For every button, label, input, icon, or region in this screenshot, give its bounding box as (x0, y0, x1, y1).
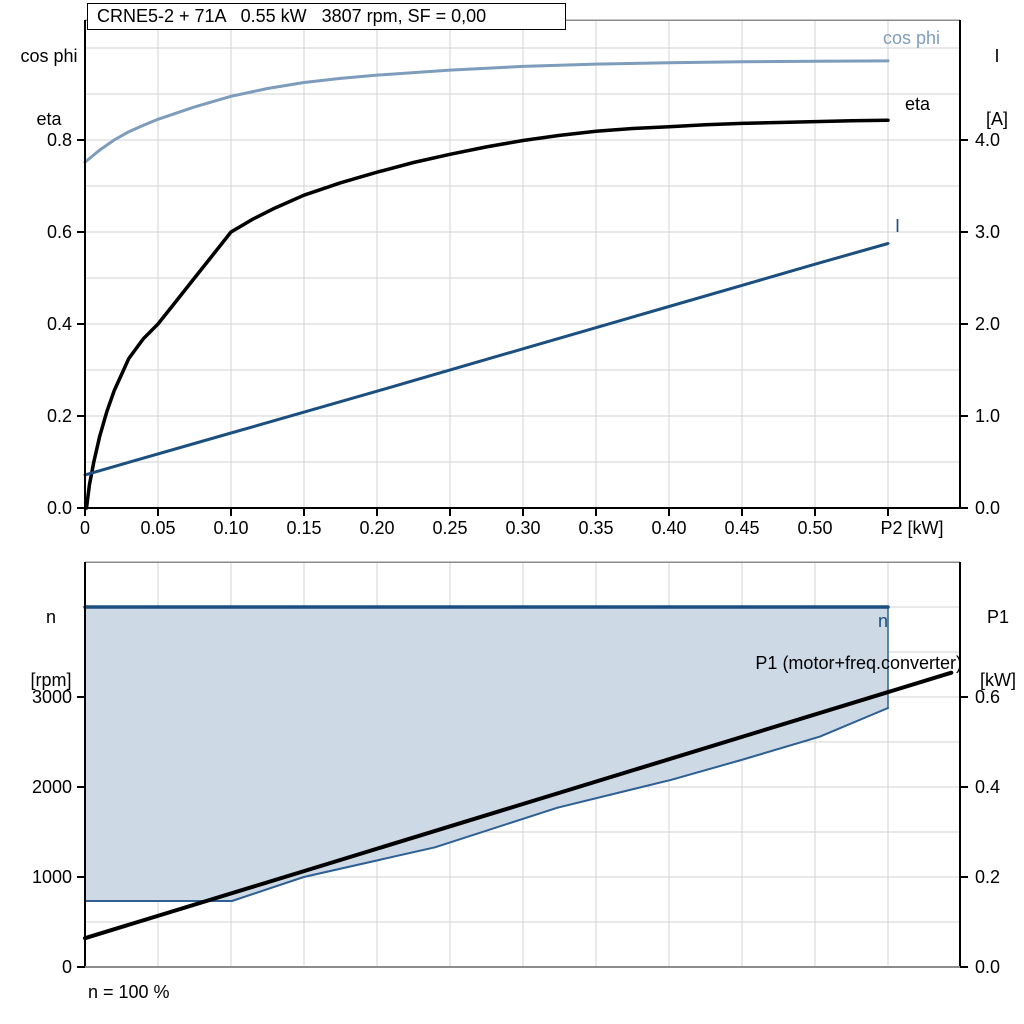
x-tick-label: 0.40 (651, 518, 686, 538)
x-axis-title: P2 [kW] (880, 518, 944, 538)
x-tick-label: 0.45 (724, 518, 759, 538)
x-tick-label: 0.50 (797, 518, 832, 538)
left-tick-label: 1000 (32, 867, 72, 887)
right-tick-label: 0.0 (975, 498, 1000, 518)
axis-title-p1-unit: [kW] (980, 670, 1016, 690)
x-tick-label: 0.05 (140, 518, 175, 538)
axis-title-n: n (45, 607, 56, 627)
axis-title-n-unit: [rpm] (30, 670, 72, 690)
x-tick-label: 0.15 (286, 518, 321, 538)
axis-title-current-unit: [A] (985, 109, 1008, 129)
x-tick-label: 0 (80, 518, 90, 538)
n-curve-label: n (877, 611, 888, 631)
right-tick-label: 0.2 (975, 867, 1000, 887)
axis-title-p1: P1 (986, 607, 1010, 627)
left-tick-label: 0.6 (47, 222, 72, 242)
upper-left-axis-title: cos phi eta (10, 4, 88, 172)
axis-title-current: I (994, 46, 1000, 66)
left-tick-label: 0.0 (47, 498, 72, 518)
lower-right-axis-title: P1 [kW] (975, 565, 1021, 733)
x-tick-label: 0.20 (359, 518, 394, 538)
eta-curve-label: eta (904, 94, 930, 114)
current-curve (83, 242, 890, 477)
p1-curve-label: P1 (motor+freq.converter) (755, 653, 962, 673)
chart-title: CRNE5-2 + 71A 0.55 kW 3807 rpm, SF = 0,0… (87, 3, 566, 30)
axis-title-cos-phi: cos phi (20, 46, 78, 66)
left-tick-label: 0.8 (47, 130, 72, 150)
right-tick-label: 3.0 (975, 222, 1000, 242)
p1-curve (83, 670, 954, 941)
speed-note: n = 100 % (88, 982, 170, 1002)
upper-right-axis-title: I [A] (974, 4, 1020, 172)
left-tick-label: 0.2 (47, 406, 72, 426)
envelope-lower-curve (84, 707, 889, 902)
eta-curve (84, 118, 890, 510)
right-tick-label: 2.0 (975, 314, 1000, 334)
x-tick-label: 0.30 (505, 518, 540, 538)
x-tick-label: 0.25 (432, 518, 467, 538)
lower-left-axis-title: n [rpm] (18, 565, 84, 733)
left-tick-label: 3000 (32, 687, 72, 707)
left-tick-label: 2000 (32, 777, 72, 797)
left-tick-label: 0 (62, 957, 72, 977)
left-tick-label: 0.4 (47, 314, 72, 334)
axis-title-eta: eta (36, 109, 62, 129)
right-tick-label: 0.0 (975, 957, 1000, 977)
cos-phi-curve (83, 59, 890, 164)
right-tick-label: 0.4 (975, 777, 1000, 797)
x-tick-label: 0.35 (578, 518, 613, 538)
current-curve-label: I (894, 216, 900, 236)
operating-envelope-area (84, 606, 889, 902)
x-tick-label: 0.10 (213, 518, 248, 538)
right-tick-label: 4.0 (975, 130, 1000, 150)
right-tick-label: 1.0 (975, 406, 1000, 426)
cos-phi-curve-label: cos phi (882, 28, 940, 48)
right-tick-label: 0.6 (975, 687, 1000, 707)
